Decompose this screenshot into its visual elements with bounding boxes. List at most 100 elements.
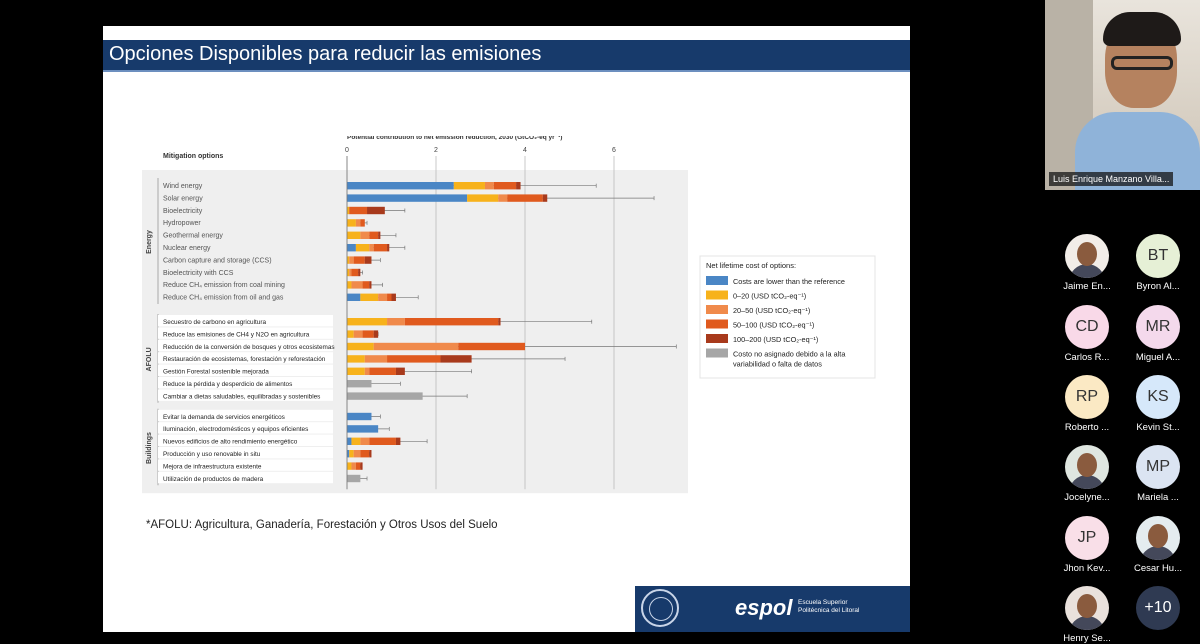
- participant-avatar: JP: [1065, 516, 1109, 560]
- row-label: Restauración de ecosistemas, forestación…: [163, 356, 326, 363]
- row-label: Secuestro de carbono en agricultura: [163, 319, 266, 326]
- bar-segment: [362, 330, 374, 338]
- participant-name: Miguel A...: [1135, 352, 1181, 363]
- bar-segment: [493, 182, 517, 190]
- participant-name: Jhon Kev...: [1063, 563, 1111, 574]
- bar-segment: [395, 367, 405, 375]
- participant-tile[interactable]: Jocelyne...: [1055, 445, 1119, 503]
- bar-segment: [360, 219, 365, 227]
- legend-swatch: [706, 334, 728, 343]
- row-label: Wind energy: [163, 183, 203, 190]
- bar-segment: [347, 380, 372, 388]
- row-label-bg: [158, 327, 333, 339]
- bar-segment: [351, 462, 356, 470]
- bar-segment: [347, 330, 354, 338]
- bar-segment: [360, 437, 370, 445]
- bar-segment: [391, 293, 396, 301]
- participant-tile[interactable]: +10: [1126, 586, 1190, 630]
- participant-avatar: [1065, 445, 1109, 489]
- participant-tile[interactable]: RP Roberto ...: [1055, 375, 1119, 433]
- bar-segment: [467, 194, 499, 202]
- participant-name: Cesar Hu...: [1133, 563, 1183, 574]
- participant-tile[interactable]: JP Jhon Kev...: [1055, 516, 1119, 574]
- row-label: Cambiar a dietas saludables, equilibrada…: [163, 393, 320, 400]
- bar-segment: [355, 219, 361, 227]
- group-label: Buildings: [146, 432, 153, 464]
- participant-tile[interactable]: Henry Se...: [1055, 586, 1119, 644]
- row-label: Gestión Forestal sostenible mejorada: [163, 369, 269, 376]
- bar-segment: [347, 425, 379, 433]
- row-label-bg: [158, 422, 333, 434]
- row-label-bg: [158, 364, 333, 376]
- bar-segment: [367, 206, 385, 215]
- row-label: Nuevos edificios de alto rendimiento ene…: [163, 439, 298, 446]
- participant-tile[interactable]: KS Kevin St...: [1126, 375, 1190, 433]
- participant-name: Henry Se...: [1063, 633, 1111, 644]
- x-tick-label: 0: [345, 147, 349, 154]
- row-label-bg: [158, 315, 333, 327]
- bar-segment: [484, 182, 494, 190]
- bar-segment: [507, 194, 543, 202]
- bar-segment: [347, 342, 374, 351]
- participant-tile[interactable]: CD Carlos R...: [1055, 305, 1119, 363]
- row-label: Reduce la pérdida y desperdicio de alime…: [163, 381, 292, 388]
- legend-swatch: [706, 290, 728, 300]
- legend-label: Costo no asignado debido a la alta variab…: [733, 350, 846, 369]
- x-tick-label: 4: [523, 147, 527, 154]
- more-participants-button[interactable]: +10: [1136, 586, 1180, 630]
- participant-name: Kevin St...: [1136, 422, 1180, 433]
- slide-footnote: *AFOLU: Agricultura, Ganadería, Forestac…: [146, 519, 498, 531]
- bar-segment: [347, 231, 361, 239]
- participant-tile[interactable]: Jaime En...: [1055, 234, 1119, 292]
- bar-segment: [347, 244, 356, 252]
- group-label: Energy: [146, 230, 153, 254]
- bar-segment: [347, 194, 468, 202]
- presenter-video[interactable]: Luis Enrique Manzano Villa...: [1045, 0, 1200, 190]
- bar-segment: [373, 244, 388, 252]
- row-label: Carbon capture and storage (CCS): [163, 257, 272, 264]
- bar-segment: [347, 367, 365, 375]
- bar-segment: [347, 206, 350, 215]
- bar-segment: [404, 318, 499, 326]
- espol-subtitle: Escuela Superior Politécnica del Litoral: [798, 599, 860, 614]
- row-label: Iluminación, electrodomésticos y equipos…: [163, 426, 308, 433]
- bar-segment: [369, 281, 372, 289]
- participant-avatar: [1136, 516, 1180, 560]
- bar-segment: [349, 206, 368, 215]
- chart-title: Potential contribution to net emission r…: [347, 136, 562, 141]
- bar-segment: [347, 318, 388, 326]
- row-label-bg: [158, 459, 333, 471]
- participant-tile[interactable]: BT Byron Al...: [1126, 234, 1190, 292]
- bar-segment: [347, 462, 352, 470]
- bar-segment: [395, 437, 401, 445]
- participant-avatar: CD: [1065, 305, 1109, 349]
- row-label: Solar energy: [163, 195, 203, 202]
- group-label: AFOLU: [146, 347, 153, 371]
- row-label: Bioelectricity with CCS: [163, 270, 234, 277]
- participant-tile[interactable]: Cesar Hu...: [1126, 516, 1190, 574]
- bar-segment: [355, 244, 370, 252]
- bar-segment: [378, 231, 381, 239]
- shared-slide: Opciones Disponibles para reducir las em…: [103, 26, 910, 632]
- mitigation-chart: 0 2 4 6 Potential contribution to net emissi…: [142, 136, 876, 494]
- bar-segment: [369, 231, 379, 239]
- bar-segment: [364, 256, 372, 264]
- bar-segment: [347, 392, 423, 400]
- bar-segment: [349, 256, 354, 264]
- bar-segment: [498, 318, 501, 326]
- bar-segment: [347, 474, 361, 483]
- participant-avatar: [1065, 234, 1109, 278]
- legend-label: 100–200 (USD tCO₂-eq⁻¹): [733, 335, 818, 344]
- bar-segment: [373, 342, 459, 351]
- participant-tile[interactable]: MP Mariela ...: [1126, 445, 1190, 503]
- bar-segment: [364, 355, 388, 363]
- bar-segment: [387, 293, 392, 301]
- participant-tile[interactable]: MR Miguel A...: [1126, 305, 1190, 363]
- row-label-bg: [158, 434, 333, 446]
- bar-segment: [347, 182, 454, 190]
- row-label: Reduce CH₄ emission from coal mining: [163, 282, 285, 289]
- bar-segment: [387, 318, 405, 326]
- legend-label: Costs are lower than the reference: [733, 277, 845, 286]
- bar-segment: [347, 268, 350, 277]
- bar-segment: [347, 293, 361, 301]
